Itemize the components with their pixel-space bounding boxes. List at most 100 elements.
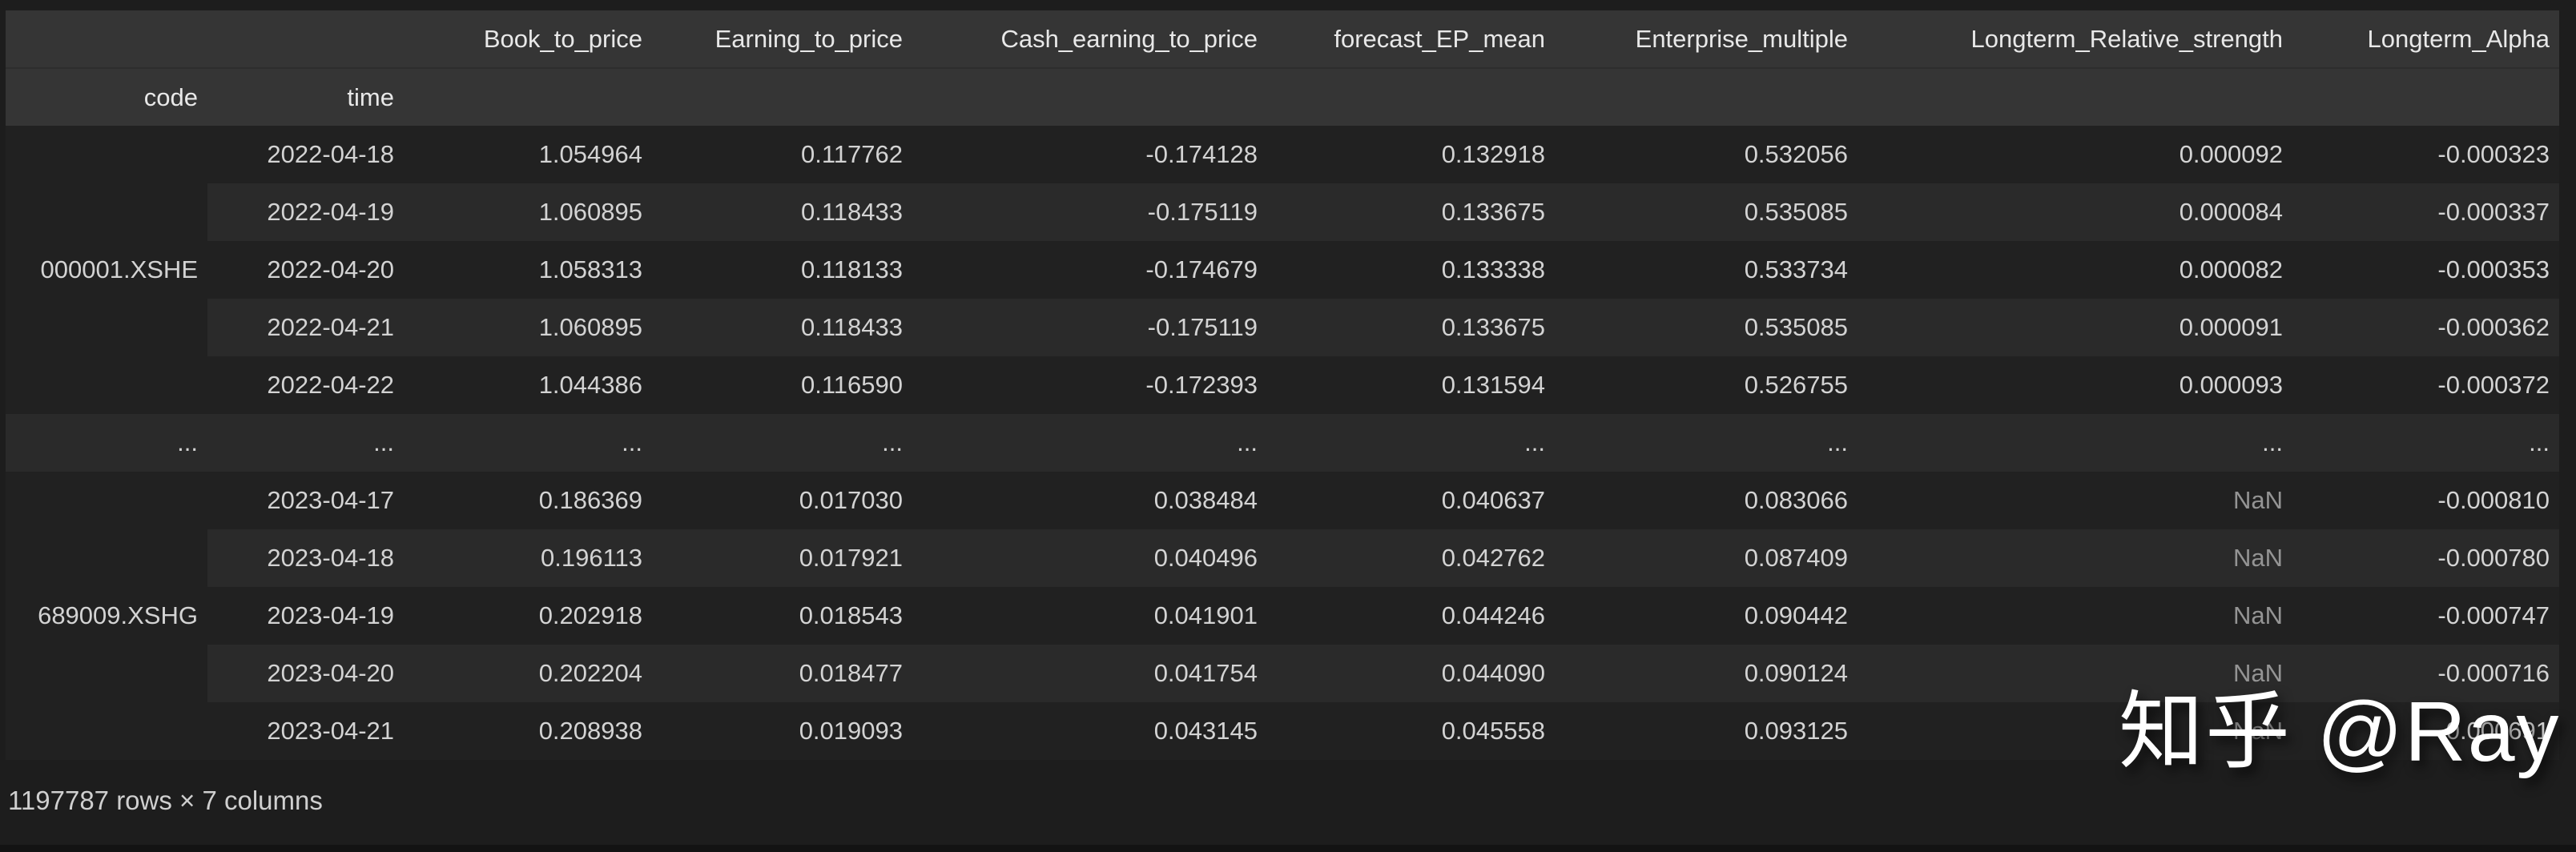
blank-header-cell (404, 68, 652, 126)
cell: NaN (2232, 544, 2283, 572)
cell: 0.000091 (2179, 313, 2283, 341)
cell: 0.018477 (799, 659, 903, 687)
cell: 0.116590 (801, 371, 903, 399)
cell: -0.000691 (2437, 717, 2550, 745)
cell: 0.532056 (1744, 140, 1848, 168)
cell: NaN (2232, 659, 2283, 687)
cell: -0.000362 (2437, 313, 2550, 341)
cell: -0.000337 (2437, 198, 2550, 226)
cell: 1.060895 (538, 198, 642, 226)
blank-header-cell (652, 68, 912, 126)
cell: ... (1827, 428, 1848, 456)
cell: 0.042762 (1441, 544, 1545, 572)
blank-header-cell (1858, 68, 2292, 126)
cell: 0.196113 (541, 544, 642, 572)
cell: 0.132918 (1441, 140, 1545, 168)
cell: 0.038484 (1153, 486, 1258, 514)
ellipsis-row: ... ... ... ... ... ... ... ... ... (6, 414, 2559, 472)
column-header: Enterprise_multiple (1555, 10, 1858, 69)
dataframe-shape-summary: 1197787 rows × 7 columns (8, 786, 323, 815)
cell: 0.117762 (801, 140, 903, 168)
cell: 0.526755 (1744, 371, 1848, 399)
cell: ... (2529, 428, 2550, 456)
cell: 0.208938 (538, 717, 642, 745)
row-index-time: 2023-04-21 (267, 717, 394, 745)
cell: 0.535085 (1744, 313, 1848, 341)
table-row: 2023-04-18 0.196113 0.017921 0.040496 0.… (6, 529, 2559, 587)
cell: -0.000780 (2437, 544, 2550, 572)
cell: -0.175119 (1147, 313, 1258, 341)
cell: -0.174128 (1145, 140, 1258, 168)
table-row: 2022-04-19 1.060895 0.118433 -0.175119 0… (6, 183, 2559, 241)
cell: 0.087409 (1744, 544, 1848, 572)
row-index-time: 2022-04-22 (267, 371, 394, 399)
row-index-time: 2023-04-17 (267, 486, 394, 514)
cell: 0.083066 (1744, 486, 1848, 514)
cell: 0.019093 (799, 717, 903, 745)
table-row: 2022-04-21 1.060895 0.118433 -0.175119 0… (6, 299, 2559, 356)
row-index-time: 2023-04-19 (267, 601, 394, 629)
cell: ... (2262, 428, 2283, 456)
blank-header-cell (1267, 68, 1555, 126)
row-index-time: 2023-04-20 (267, 659, 394, 687)
cell: 0.017030 (799, 486, 903, 514)
row-index-time: 2022-04-18 (267, 140, 394, 168)
blank-header-cell (207, 10, 404, 69)
cell: 0.202918 (538, 601, 642, 629)
table-row: 2023-04-21 0.208938 0.019093 0.043145 0.… (6, 702, 2559, 760)
cell: 0.133675 (1441, 313, 1545, 341)
table-row: 000001.XSHE 2022-04-18 1.054964 0.117762… (6, 126, 2559, 414)
cell: NaN (2232, 601, 2283, 629)
table-row: 2023-04-20 0.202204 0.018477 0.041754 0.… (6, 645, 2559, 702)
cell: 0.043145 (1153, 717, 1258, 745)
cell: 0.090442 (1744, 601, 1848, 629)
cell: -0.000353 (2437, 255, 2550, 283)
cell: -0.000810 (2437, 486, 2550, 514)
column-header: Longterm_Relative_strength (1858, 10, 2292, 69)
cell: 0.118433 (801, 198, 903, 226)
cell: ... (1524, 428, 1545, 456)
cell: -0.000716 (2437, 659, 2550, 687)
cell: 0.000084 (2179, 198, 2283, 226)
cell: 0.000092 (2179, 140, 2283, 168)
blank-header-cell (1555, 68, 1858, 126)
column-header: Earning_to_price (652, 10, 912, 69)
cell: 1.060895 (538, 313, 642, 341)
cell: NaN (2232, 717, 2283, 745)
cell: ... (1237, 428, 1258, 456)
index-name-code: code (6, 68, 207, 126)
index-name-time: time (207, 68, 404, 126)
cell: -0.000372 (2437, 371, 2550, 399)
cell: 0.044090 (1441, 659, 1545, 687)
cell: 0.186369 (538, 486, 642, 514)
cell: 0.133675 (1441, 198, 1545, 226)
cell: 0.133338 (1441, 255, 1545, 283)
column-header: Cash_earning_to_price (912, 10, 1267, 69)
table-row: 2022-04-20 1.058313 0.118133 -0.174679 0… (6, 241, 2559, 299)
cell: ... (622, 428, 642, 456)
row-index-time: ... (373, 428, 394, 456)
row-index-time: 2022-04-20 (267, 255, 394, 283)
cell: 1.054964 (538, 140, 642, 168)
cell: 0.090124 (1744, 659, 1848, 687)
cell: -0.000323 (2437, 140, 2550, 168)
cell: 0.131594 (1441, 371, 1545, 399)
cell: 0.041754 (1153, 659, 1258, 687)
blank-header-cell (6, 10, 207, 69)
cell: 0.041901 (1153, 601, 1258, 629)
cell: 0.000082 (2179, 255, 2283, 283)
cell: 0.044246 (1441, 601, 1545, 629)
column-header-row: Book_to_price Earning_to_price Cash_earn… (6, 10, 2559, 69)
column-header: Book_to_price (404, 10, 652, 69)
cell: 0.535085 (1744, 198, 1848, 226)
row-index-time: 2023-04-18 (267, 544, 394, 572)
cell: 0.017921 (799, 544, 903, 572)
row-index-code: 000001.XSHE (6, 126, 207, 414)
cell: 0.202204 (538, 659, 642, 687)
cell: -0.175119 (1147, 198, 1258, 226)
cell: 0.040496 (1153, 544, 1258, 572)
dataframe-table: Book_to_price Earning_to_price Cash_earn… (6, 10, 2559, 760)
table-row: 2022-04-22 1.044386 0.116590 -0.172393 0… (6, 356, 2559, 414)
cell: 0.000093 (2179, 371, 2283, 399)
